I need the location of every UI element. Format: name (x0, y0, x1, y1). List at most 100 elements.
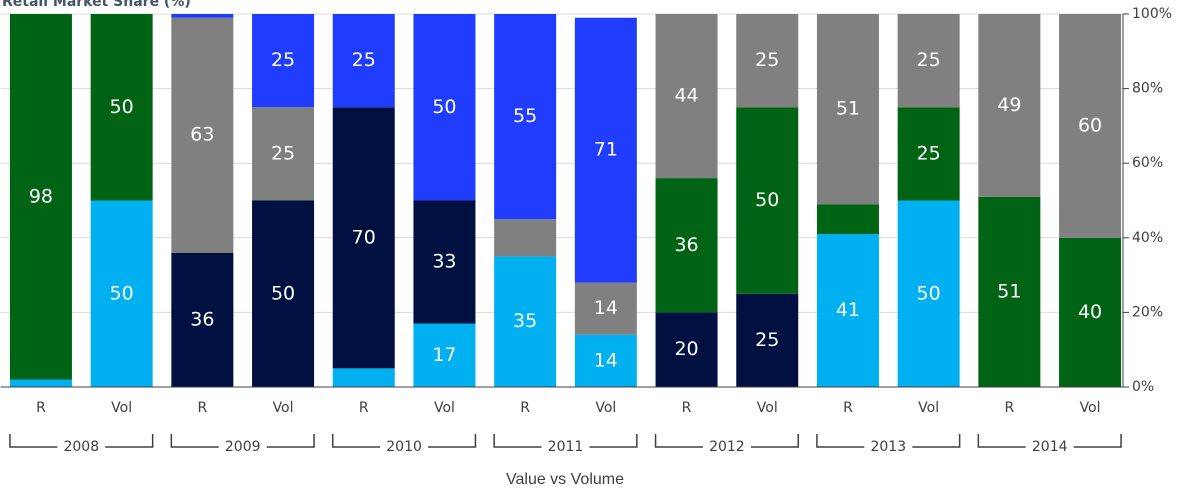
x-tick-label: R (197, 400, 207, 416)
value-label: 51 (997, 280, 1021, 302)
value-label: 71 (594, 139, 618, 161)
bar-segment (494, 219, 557, 257)
y-tick-label: 0% (1132, 379, 1154, 395)
value-label: 25 (917, 49, 941, 71)
x-tick-label: Vol (273, 400, 294, 416)
value-label: 50 (917, 282, 941, 304)
value-label: 20 (674, 338, 698, 360)
group-bracket (977, 434, 1122, 448)
y-tick-label: 20% (1132, 304, 1163, 320)
x-tick-label: Vol (434, 400, 455, 416)
x-tick-label: Vol (595, 400, 616, 416)
value-label: 36 (674, 234, 698, 256)
bar-segment (90, 14, 153, 201)
bar-segment (171, 252, 234, 387)
x-tick-label: Vol (111, 400, 132, 416)
bar-segment (1059, 237, 1122, 387)
bar-segment (332, 368, 395, 387)
value-label: 63 (190, 124, 214, 146)
bar-segment (9, 379, 72, 387)
bar-segment (897, 14, 960, 108)
value-label: 50 (271, 282, 295, 304)
chart-title: Retail Market Share (%) (2, 0, 191, 10)
value-label: 25 (271, 142, 295, 164)
value-label: 49 (997, 94, 1021, 116)
value-label: 14 (594, 297, 618, 319)
bar-segment (897, 200, 960, 387)
bar-segment (252, 200, 315, 387)
group-bracket (816, 434, 961, 448)
bar-segment (736, 107, 799, 294)
value-label: 60 (1078, 114, 1102, 136)
group-bracket (493, 434, 638, 448)
bar-segment (494, 14, 557, 220)
value-label: 50 (432, 96, 456, 118)
x-tick-label: R (359, 400, 369, 416)
group-label: 2013 (870, 439, 906, 455)
group-bracket (654, 434, 799, 448)
value-label: 25 (917, 142, 941, 164)
bar-segment (574, 282, 637, 335)
bar-segment (252, 107, 315, 201)
bar-segment (413, 200, 476, 324)
bar-segment (655, 312, 718, 387)
bar-segment (332, 14, 395, 108)
value-label: 36 (190, 308, 214, 330)
group-label: 2012 (709, 439, 745, 455)
value-label: 25 (352, 49, 376, 71)
bar-segment (494, 256, 557, 387)
group-bracket (9, 434, 154, 448)
x-tick-label: R (520, 400, 530, 416)
value-label: 25 (755, 49, 779, 71)
group-label: 2014 (1032, 439, 1068, 455)
bar-segment (816, 234, 879, 387)
value-label: 70 (352, 226, 376, 248)
bar-segment (736, 293, 799, 387)
bar-segment (978, 14, 1041, 197)
bar-segment (655, 14, 718, 179)
group-label: 2010 (386, 439, 422, 455)
value-label: 40 (1078, 301, 1102, 323)
bar-segment (252, 14, 315, 108)
bar-segment (816, 14, 879, 205)
bar-segment (574, 334, 637, 387)
x-tick-label: R (1004, 400, 1014, 416)
bar-segment (655, 178, 718, 313)
value-label: 50 (110, 96, 134, 118)
group-label: 2008 (63, 439, 99, 455)
value-label: 25 (755, 329, 779, 351)
value-label: 51 (836, 98, 860, 120)
y-tick-label: 80% (1132, 81, 1163, 97)
value-label: 14 (594, 349, 618, 371)
value-label: 33 (432, 251, 456, 273)
value-label: 35 (513, 310, 537, 332)
bar-segment (171, 14, 234, 18)
bar-segment (332, 107, 395, 369)
bar-segment (736, 14, 799, 108)
value-label: 98 (29, 185, 53, 207)
x-tick-label: Vol (918, 400, 939, 416)
bar-segment (413, 323, 476, 387)
bar-segment (413, 14, 476, 201)
bar-segment (978, 196, 1041, 387)
group-bracket (170, 434, 315, 448)
group-bracket (332, 434, 477, 448)
y-tick-label: 60% (1132, 155, 1163, 171)
y-tick-label: 40% (1132, 230, 1163, 246)
x-tick-label: Vol (757, 400, 778, 416)
bar-segment (9, 14, 72, 380)
value-label: 25 (271, 49, 295, 71)
bar-segment (90, 200, 153, 387)
group-label: 2011 (548, 439, 584, 455)
x-tick-label: R (682, 400, 692, 416)
group-label: 2009 (225, 439, 261, 455)
x-tick-label: R (36, 400, 46, 416)
value-label: 44 (674, 85, 698, 107)
x-tick-label: Vol (1080, 400, 1101, 416)
value-label: 17 (432, 344, 456, 366)
bar-segment (1059, 14, 1122, 238)
value-label: 50 (110, 282, 134, 304)
y-tick-label: 100% (1132, 6, 1172, 22)
value-label: 50 (755, 189, 779, 211)
